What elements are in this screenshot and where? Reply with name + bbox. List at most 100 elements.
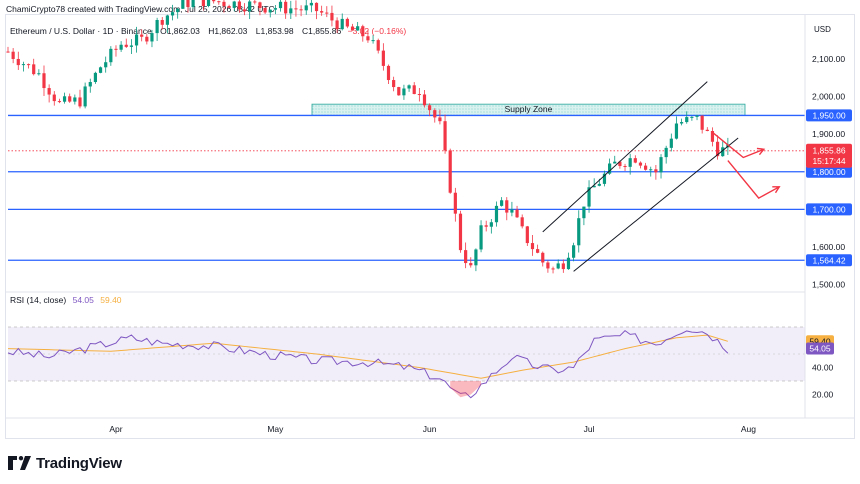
- candle[interactable]: [654, 165, 658, 180]
- candle[interactable]: [690, 116, 694, 121]
- tradingview-logo[interactable]: TradingView: [8, 454, 122, 472]
- candle[interactable]: [160, 17, 164, 30]
- candle[interactable]: [201, 0, 205, 11]
- candle[interactable]: [114, 45, 118, 57]
- candle[interactable]: [556, 259, 560, 270]
- currency-label[interactable]: USD: [814, 25, 831, 34]
- candle[interactable]: [572, 242, 576, 262]
- candle[interactable]: [371, 35, 375, 44]
- candle[interactable]: [644, 162, 648, 171]
- candle[interactable]: [52, 91, 56, 106]
- candle[interactable]: [551, 266, 555, 274]
- candle[interactable]: [500, 197, 504, 207]
- candle[interactable]: [412, 82, 416, 95]
- candle[interactable]: [309, 0, 313, 13]
- candle[interactable]: [592, 178, 596, 188]
- candle[interactable]: [520, 214, 524, 229]
- candle[interactable]: [402, 84, 406, 100]
- candle[interactable]: [659, 154, 663, 179]
- candle[interactable]: [356, 21, 360, 31]
- candle[interactable]: [124, 38, 128, 48]
- candle[interactable]: [376, 38, 380, 54]
- candle[interactable]: [613, 155, 617, 164]
- candle[interactable]: [453, 187, 457, 222]
- candle[interactable]: [176, 7, 180, 19]
- candle[interactable]: [248, 0, 252, 20]
- candle[interactable]: [489, 219, 493, 234]
- candle[interactable]: [700, 115, 704, 134]
- candle[interactable]: [232, 0, 236, 12]
- last-price-tag[interactable]: [806, 143, 852, 168]
- candle[interactable]: [191, 0, 195, 9]
- candle[interactable]: [140, 29, 144, 42]
- candle[interactable]: [253, 0, 257, 5]
- candle[interactable]: [98, 66, 103, 74]
- rsi-line[interactable]: [7, 329, 729, 399]
- candle[interactable]: [294, 0, 298, 17]
- candle[interactable]: [186, 0, 190, 13]
- candle[interactable]: [278, 0, 283, 12]
- candle[interactable]: [443, 114, 447, 154]
- candle[interactable]: [541, 251, 545, 267]
- candle[interactable]: [422, 90, 427, 108]
- candle[interactable]: [695, 114, 699, 121]
- candle[interactable]: [11, 48, 15, 64]
- candle[interactable]: [16, 51, 20, 70]
- candle[interactable]: [479, 220, 483, 253]
- candle[interactable]: [438, 109, 442, 125]
- candle[interactable]: [78, 89, 82, 109]
- candle[interactable]: [335, 17, 339, 34]
- candle[interactable]: [26, 63, 31, 69]
- candle[interactable]: [536, 244, 540, 254]
- candle[interactable]: [386, 64, 391, 85]
- candle[interactable]: [104, 56, 108, 73]
- candle[interactable]: [62, 92, 67, 104]
- candle[interactable]: [32, 58, 36, 76]
- candle[interactable]: [340, 13, 344, 31]
- candle[interactable]: [433, 108, 437, 123]
- candle[interactable]: [6, 46, 10, 53]
- candle[interactable]: [515, 205, 519, 219]
- candle[interactable]: [407, 84, 411, 92]
- candle[interactable]: [494, 201, 499, 227]
- candle[interactable]: [458, 210, 463, 253]
- candle[interactable]: [577, 210, 581, 253]
- candle[interactable]: [320, 5, 324, 16]
- candle[interactable]: [484, 220, 488, 232]
- candle[interactable]: [37, 69, 41, 76]
- candle[interactable]: [263, 7, 267, 14]
- candle[interactable]: [73, 94, 77, 105]
- candle[interactable]: [587, 180, 591, 213]
- candle[interactable]: [237, 0, 241, 13]
- candle[interactable]: [155, 17, 159, 41]
- candle[interactable]: [602, 170, 607, 187]
- candle[interactable]: [705, 127, 709, 132]
- candle[interactable]: [566, 252, 571, 270]
- candle[interactable]: [88, 78, 92, 93]
- candle[interactable]: [628, 153, 632, 175]
- candle[interactable]: [170, 4, 175, 21]
- candle[interactable]: [669, 133, 673, 152]
- candle[interactable]: [350, 23, 355, 31]
- candle[interactable]: [469, 257, 473, 268]
- candle[interactable]: [674, 116, 679, 140]
- candle[interactable]: [428, 103, 432, 117]
- candle[interactable]: [165, 14, 169, 33]
- candle[interactable]: [649, 166, 653, 177]
- projection-arrow-2[interactable]: [727, 160, 780, 199]
- projection-arrow-1[interactable]: [712, 131, 765, 159]
- candle[interactable]: [83, 82, 87, 109]
- candle[interactable]: [392, 76, 396, 92]
- candle[interactable]: [505, 197, 509, 221]
- candle[interactable]: [448, 148, 452, 194]
- candle[interactable]: [284, 0, 288, 19]
- candle[interactable]: [145, 34, 149, 45]
- candle[interactable]: [679, 118, 684, 126]
- candle[interactable]: [345, 17, 349, 29]
- candle[interactable]: [330, 5, 334, 27]
- candle[interactable]: [530, 234, 535, 256]
- candle[interactable]: [273, 4, 277, 15]
- symbol-name[interactable]: Ethereum / U.S. Dollar · 1D · Binance: [10, 26, 152, 36]
- candle[interactable]: [227, 4, 231, 8]
